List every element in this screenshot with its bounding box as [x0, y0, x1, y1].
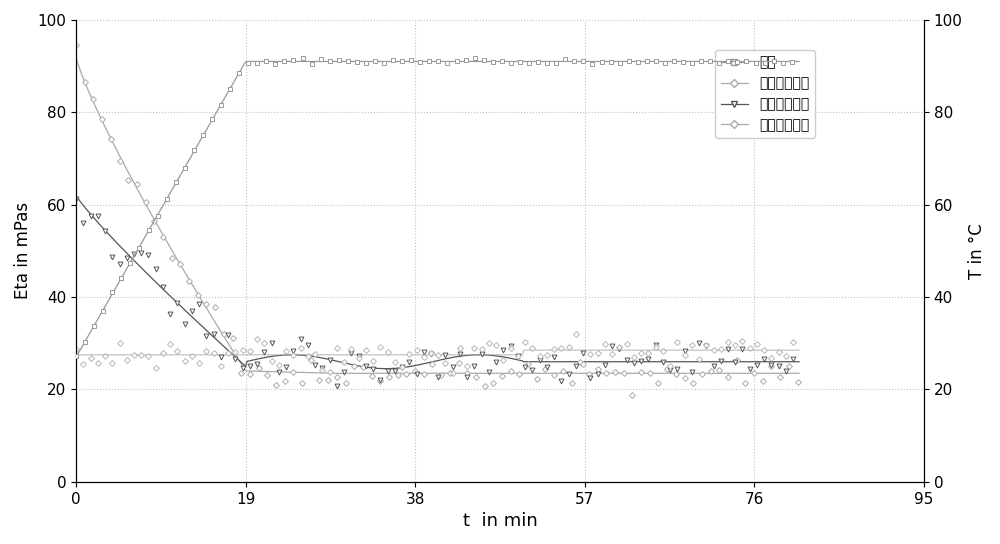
Legend: 温度, 二次重复利用, 三次重复利用, 四次重复利用: 温度, 二次重复利用, 三次重复利用, 四次重复利用 — [715, 50, 815, 138]
Y-axis label: T in °C: T in °C — [968, 223, 986, 279]
X-axis label: t  in min: t in min — [463, 512, 537, 530]
Y-axis label: Eta in mPas: Eta in mPas — [14, 202, 32, 299]
